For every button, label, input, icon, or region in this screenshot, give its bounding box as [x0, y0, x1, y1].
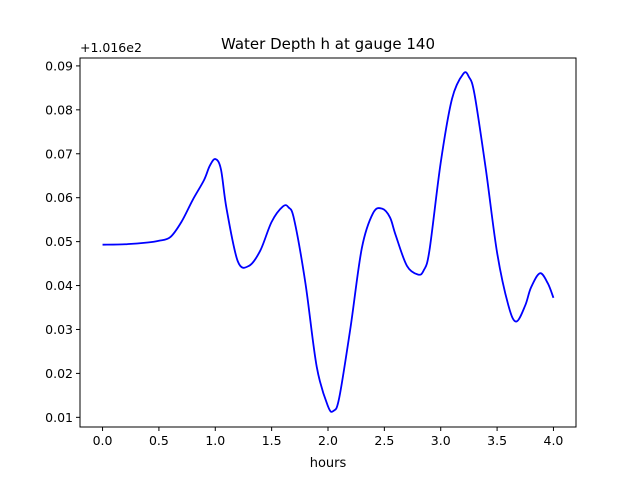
x-tick-label: 2.5 [374, 433, 394, 448]
y-tick-label: 0.06 [45, 190, 73, 205]
y-axis-ticks: 0.01 0.02 0.03 0.04 0.05 0.06 0.07 0.08 0.09 [45, 58, 80, 425]
y-tick-label: 0.02 [45, 366, 73, 381]
y-tick-label: 0.04 [45, 278, 73, 293]
x-tick-label: 4.0 [544, 433, 564, 448]
chart-title: Water Depth h at gauge 140 [221, 35, 435, 53]
x-tick-label: 2.0 [318, 433, 338, 448]
y-tick-label: 0.05 [45, 234, 73, 249]
y-tick-label: 0.01 [45, 410, 73, 425]
y-tick-label: 0.09 [45, 58, 73, 73]
x-tick-label: 3.0 [431, 433, 451, 448]
y-axis-offset-label: +1.016e2 [80, 40, 142, 55]
x-axis-ticks: 0.0 0.5 1.0 1.5 2.0 2.5 3.0 3.5 4.0 [93, 427, 564, 448]
x-tick-label: 0.0 [93, 433, 113, 448]
y-tick-label: 0.08 [45, 102, 73, 117]
series-line-0 [102, 71, 555, 413]
y-tick-label: 0.07 [45, 146, 73, 161]
y-tick-label: 0.03 [45, 322, 73, 337]
x-tick-label: 1.5 [262, 433, 282, 448]
x-axis-label: hours [310, 456, 347, 471]
x-tick-label: 3.5 [487, 433, 507, 448]
x-tick-label: 1.0 [205, 433, 225, 448]
x-tick-label: 0.5 [149, 433, 169, 448]
